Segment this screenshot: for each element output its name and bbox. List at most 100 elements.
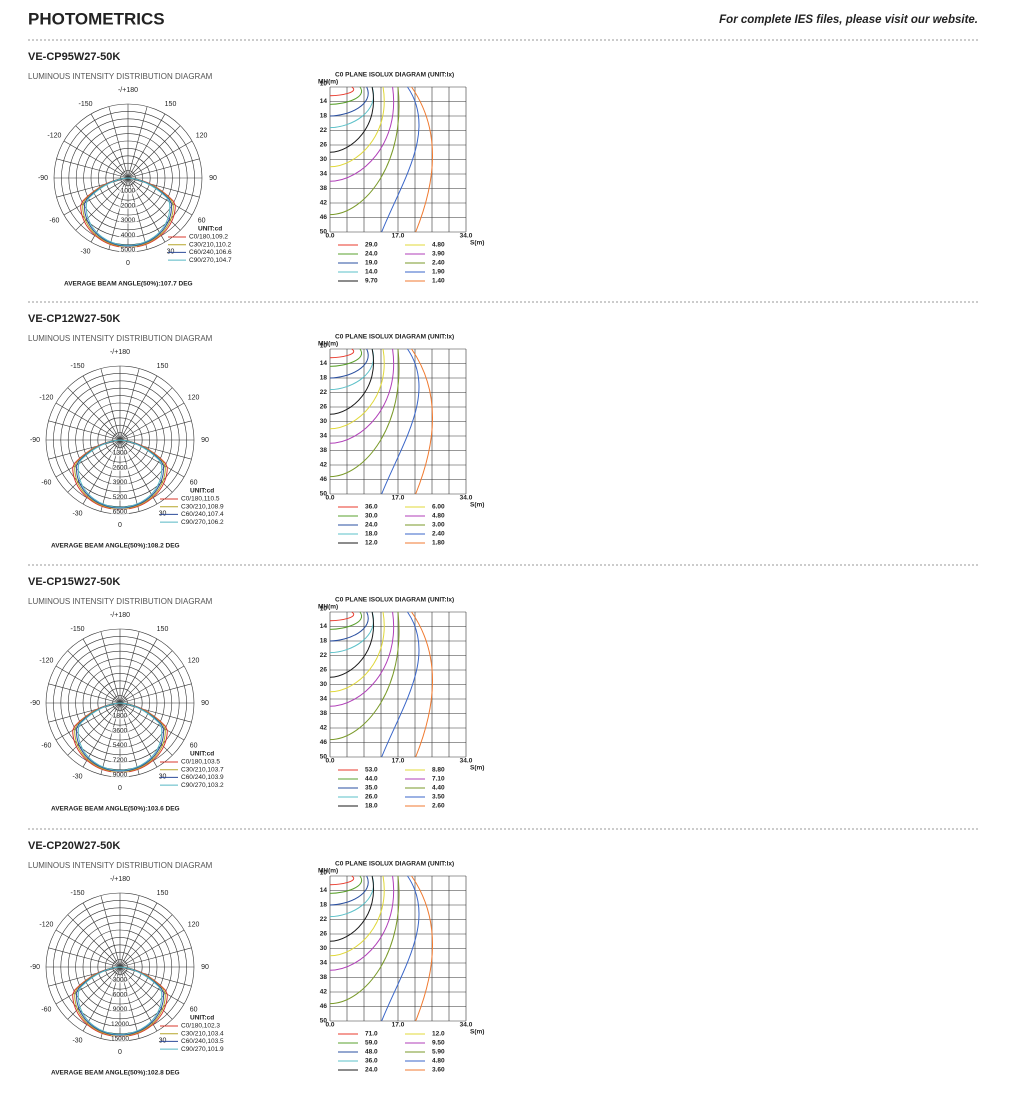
isolux-contour [329, 611, 369, 642]
isolux-diagram: C0 PLANE ISOLUX DIAGRAM (UNIT:lx)MH(m) S(… [318, 334, 484, 547]
ring-label: 6500 [113, 509, 128, 516]
angle-label: -120 [39, 921, 53, 928]
isolux-diagram: C0 PLANE ISOLUX DIAGRAM (UNIT:lx)MH(m) S(… [318, 861, 484, 1074]
angle-label: 120 [188, 394, 200, 401]
ring-label: 9000 [113, 1006, 128, 1013]
angle-label: 0 [126, 260, 130, 267]
distribution-curve [77, 439, 163, 508]
distribution-curve [85, 177, 171, 246]
polar-spoke [119, 947, 192, 968]
legend-label: 26.0 [365, 794, 378, 801]
y-tick-label: 34 [320, 960, 328, 967]
isolux-title: C0 PLANE ISOLUX DIAGRAM (UNIT:lx) [335, 72, 454, 79]
ring-label: 3600 [113, 727, 128, 734]
legend-label: C0/180,103.5 [181, 759, 220, 766]
legend-label: 29.0 [365, 242, 378, 249]
isolux-contour [381, 875, 420, 1022]
isolux-contour [381, 611, 420, 758]
polar-spoke [119, 702, 185, 741]
angle-label: -90 [30, 700, 40, 707]
unit-label: UNIT:cd [190, 1015, 214, 1022]
polar-spoke [82, 375, 121, 441]
polar-spoke [127, 177, 193, 216]
y-tick-label: 42 [320, 462, 328, 469]
isolux-diagram: C0 PLANE ISOLUX DIAGRAM (UNIT:lx)MH(m) S(… [318, 597, 484, 810]
polar-spoke [55, 929, 121, 968]
polar-spoke [90, 113, 129, 179]
distribution-curve [76, 439, 164, 509]
unit-label: UNIT:cd [198, 226, 222, 233]
polar-spoke [48, 439, 121, 460]
legend-label: 9.50 [432, 1040, 445, 1047]
angle-label: -90 [30, 437, 40, 444]
x-tick-label: 0.0 [325, 233, 334, 240]
ring-label: 2000 [121, 202, 136, 209]
polar-spoke [119, 966, 192, 987]
x-tick-label: 17.0 [392, 1022, 405, 1029]
angle-label: -150 [78, 101, 92, 108]
polar-spoke [82, 902, 121, 968]
isolux-contour [329, 875, 385, 957]
ring-label-bg [119, 187, 137, 195]
y-tick-label: 38 [320, 974, 328, 981]
y-tick-label: 34 [320, 433, 328, 440]
angle-label: 0 [118, 785, 122, 792]
y-tick-label: 22 [320, 389, 328, 396]
isolux-contour [329, 875, 355, 886]
y-tick-label: 10 [320, 870, 328, 877]
polar-spoke [119, 914, 173, 968]
ring-label-bg [111, 1005, 129, 1013]
isolux-contour [329, 611, 374, 678]
beam-angle: AVERAGE BEAM ANGLE(50%):103.6 DEG [51, 806, 180, 813]
angle-label: -120 [39, 394, 53, 401]
angle-label: -150 [70, 890, 84, 897]
isolux-contour [329, 348, 395, 444]
legend-label: 5.90 [432, 1049, 445, 1056]
angle-label: -90 [30, 964, 40, 971]
polar-spoke [119, 665, 185, 704]
polar-spoke [82, 638, 121, 704]
x-tick-label: 0.0 [325, 495, 334, 502]
x-tick-label: 17.0 [392, 495, 405, 502]
x-axis-label: S(m) [470, 240, 484, 247]
legend-label: 71.0 [365, 1031, 378, 1038]
polar-spoke [55, 702, 121, 741]
isolux-title: C0 PLANE ISOLUX DIAGRAM (UNIT:lx) [335, 861, 454, 868]
legend-label: 36.0 [365, 504, 378, 511]
x-tick-label: 34.0 [460, 233, 473, 240]
polar-spoke [67, 387, 121, 441]
polar-spoke [127, 158, 200, 179]
polar-spoke [127, 177, 200, 198]
legend-label: 2.40 [432, 531, 445, 538]
legend-label: 2.60 [432, 803, 445, 810]
isolux-title: C0 PLANE ISOLUX DIAGRAM (UNIT:lx) [335, 597, 454, 604]
x-tick-label: 34.0 [460, 495, 473, 502]
polar-spoke [56, 158, 129, 179]
legend-label: 1.90 [432, 269, 445, 276]
y-tick-label: 14 [320, 98, 328, 105]
beam-angle: AVERAGE BEAM ANGLE(50%):107.7 DEG [64, 281, 193, 288]
polar-diagram: -/+180-150150-120120-9090-6060-303001000… [38, 87, 232, 267]
y-tick-label: 42 [320, 989, 328, 996]
isolux-contour [329, 348, 400, 478]
legend-label: 59.0 [365, 1040, 378, 1047]
angle-label: 90 [209, 175, 217, 182]
y-axis-label: MH(m) [318, 604, 338, 611]
x-tick-label: 0.0 [325, 758, 334, 765]
polar-spoke [63, 177, 129, 216]
polar-spoke [48, 966, 121, 987]
isolux-contour [329, 348, 374, 415]
ring-label-bg [111, 478, 129, 486]
ring-label: 1000 [121, 188, 136, 195]
angle-label: 90 [201, 964, 209, 971]
angle-label: -/+180 [110, 612, 130, 619]
y-tick-label: 46 [320, 1003, 328, 1010]
y-tick-label: 50 [320, 491, 328, 498]
angle-label: -120 [47, 132, 61, 139]
y-tick-label: 38 [320, 447, 328, 454]
isolux-contour [329, 86, 374, 153]
angle-label: -30 [72, 510, 82, 517]
angle-label: -/+180 [118, 87, 138, 94]
polar-spoke [67, 650, 121, 704]
ring-label-bg [111, 712, 129, 720]
